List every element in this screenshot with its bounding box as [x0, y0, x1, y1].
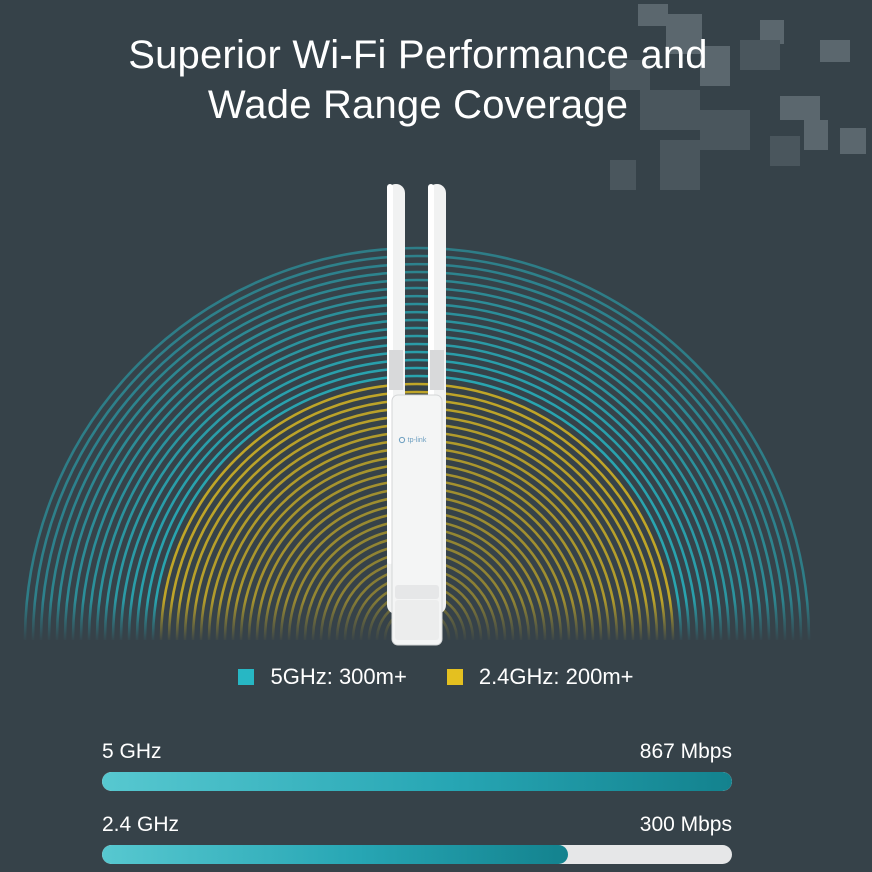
coverage-arc-24ghz [167, 390, 667, 640]
coverage-arc-5ghz [135, 358, 699, 640]
legend-item-24ghz: 2.4GHz: 200m+ [446, 664, 634, 690]
speed-row-5ghz: 5 GHz 867 Mbps [102, 740, 732, 791]
coverage-arc-5ghz [111, 334, 723, 640]
coverage-arc-5ghz [95, 318, 739, 640]
access-point-device: tp-link [387, 184, 446, 646]
coverage-arc-5ghz [39, 262, 795, 640]
coverage-arc-5ghz [63, 286, 771, 640]
coverage-arc-5ghz [87, 310, 747, 640]
speed-row-24ghz: 2.4 GHz 300 Mbps [102, 813, 732, 864]
speed-bar-track [102, 772, 732, 791]
coverage-arc-5ghz [23, 246, 811, 640]
speed-rate-label: 300 Mbps [639, 813, 732, 836]
coverage-arc-5ghz [71, 294, 763, 640]
legend-label-5ghz: 5GHz: 300m+ [270, 664, 407, 689]
coverage-arc-5ghz [143, 366, 691, 640]
coverage-arc-5ghz [31, 254, 803, 640]
coverage-arc-5ghz [127, 350, 707, 640]
speed-rate-label: 867 Mbps [639, 740, 732, 763]
coverage-arc-5ghz [151, 374, 683, 640]
coverage-arc-24ghz [159, 382, 675, 640]
page-title: Superior Wi-Fi Performance and Wade Rang… [0, 30, 836, 130]
legend-swatch-24ghz [446, 669, 463, 685]
speed-band-label: 2.4 GHz [102, 813, 180, 836]
legend-swatch-5ghz [238, 669, 255, 685]
coverage-arc-5ghz [55, 278, 779, 640]
coverage-arc-5ghz [119, 342, 715, 640]
legend-label-24ghz: 2.4GHz: 200m+ [478, 664, 634, 689]
speed-bar-fill [102, 772, 732, 791]
coverage-arc-5ghz [79, 302, 755, 640]
title-line-2: Wade Range Coverage [207, 83, 629, 127]
device-brand-logo: tp-link [408, 437, 427, 444]
speed-band-label: 5 GHz [102, 740, 162, 763]
speed-bar-fill [102, 845, 569, 864]
legend-item-5ghz: 5GHz: 300m+ [238, 664, 407, 690]
coverage-arc-5ghz [47, 270, 787, 640]
title-line-1: Superior Wi-Fi Performance and [128, 33, 708, 77]
speed-bar-track [102, 845, 732, 864]
coverage-legend: 5GHz: 300m+ 2.4GHz: 200m+ [0, 664, 872, 690]
coverage-arc-5ghz [103, 326, 731, 640]
